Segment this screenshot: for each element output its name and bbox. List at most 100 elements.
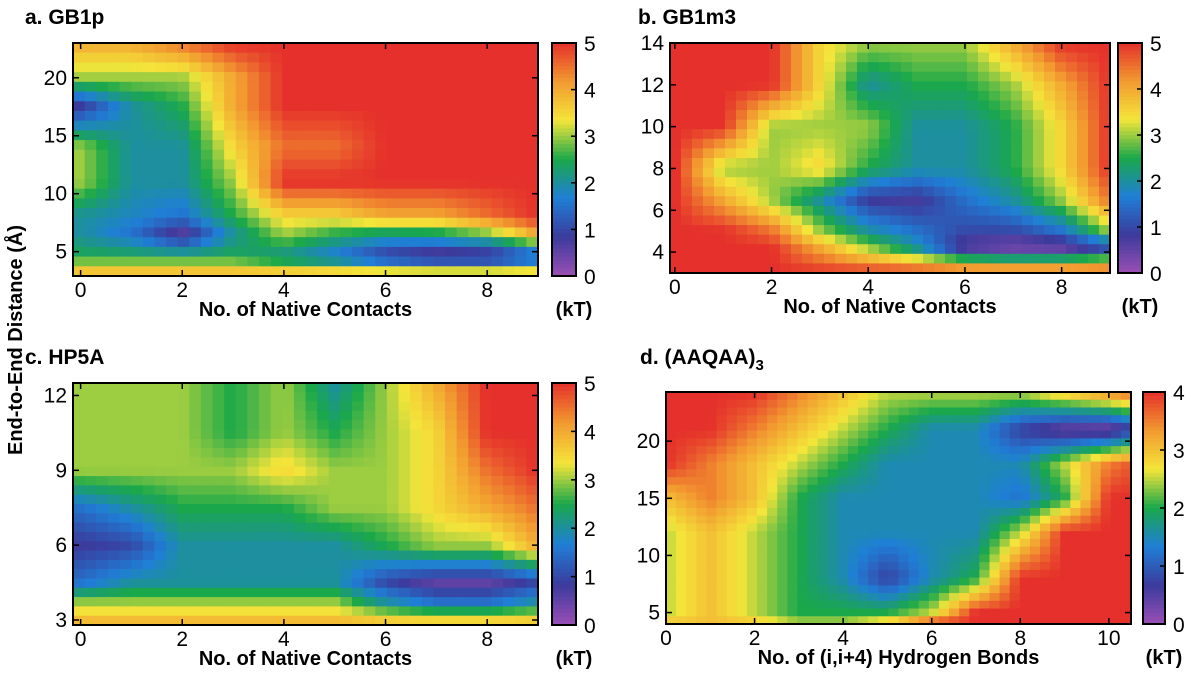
heatmap-cell [979, 438, 991, 447]
heatmap-cell [1040, 399, 1051, 409]
heatmap-cell [791, 119, 803, 130]
heatmap-cell [978, 43, 990, 54]
heatmap-cell [433, 587, 446, 598]
heatmap-cell [959, 407, 970, 416]
heatmap-cell [898, 407, 910, 416]
heatmap-cell [259, 476, 272, 486]
heatmap-cell [491, 531, 504, 542]
heatmap-cell [1088, 81, 1100, 92]
heatmap-cell [999, 422, 1011, 432]
heatmap-cell [491, 72, 504, 83]
heatmap-cell [918, 407, 930, 416]
heatmap-cell [200, 448, 214, 459]
heatmap-cell [959, 415, 970, 424]
heatmap-cell [200, 101, 214, 112]
heatmap-cell [317, 208, 330, 219]
heatmap-cell [898, 446, 910, 455]
heatmap-cell [725, 71, 737, 82]
heatmap-cell [868, 616, 879, 625]
heatmap-cell [938, 415, 950, 424]
heatmap-cell [747, 215, 759, 226]
heatmap-cell [1110, 569, 1122, 579]
y-tick-label: 6 [652, 199, 664, 222]
heatmap-cell [445, 410, 458, 421]
heatmap-cell [1009, 538, 1021, 548]
heatmap-cell [514, 587, 527, 598]
heatmap-cell [212, 198, 225, 209]
heatmap-cell [802, 81, 814, 92]
colorbar-segment [552, 387, 576, 392]
heatmap-cell [681, 186, 693, 197]
heatmap-cell [177, 550, 190, 561]
heatmap-cell [259, 597, 272, 607]
heatmap-cell [879, 205, 891, 217]
heatmap-cell [696, 546, 708, 555]
heatmap-cell [949, 531, 960, 540]
heatmap-cell [189, 457, 202, 468]
y-tick-label: 20 [44, 67, 67, 90]
heatmap-cell [847, 461, 859, 470]
heatmap-cell [177, 410, 190, 421]
heatmap-cell [978, 129, 990, 140]
heatmap-cell [96, 91, 109, 102]
heatmap-cell [212, 615, 225, 626]
heatmap-cell [666, 477, 677, 486]
heatmap-cell [827, 577, 839, 586]
heatmap-cell [969, 446, 980, 455]
heatmap-cell [758, 244, 770, 255]
heatmap-cell [177, 438, 190, 449]
heatmap-cell [978, 52, 990, 63]
heatmap-cell [777, 577, 788, 586]
heatmap-cell [978, 90, 990, 102]
heatmap-cell [857, 253, 869, 265]
heatmap-cell [1055, 263, 1067, 274]
heatmap-cell [270, 198, 283, 209]
heatmap-cell [189, 485, 202, 496]
heatmap-cell [84, 569, 97, 580]
heatmap-cell [224, 169, 237, 180]
heatmap-cell [200, 466, 214, 477]
heatmap-cell [1099, 71, 1111, 82]
heatmap-cell [999, 477, 1011, 486]
heatmap-cell [73, 149, 86, 161]
heatmap-cell [235, 494, 248, 505]
heatmap-cell [908, 608, 920, 617]
heatmap-cell [166, 217, 179, 229]
heatmap-cell [908, 392, 920, 401]
heatmap-cell [142, 559, 155, 570]
heatmap-cell [1066, 43, 1078, 54]
heatmap-cell [726, 492, 738, 501]
heatmap-cell [73, 410, 86, 421]
colorbar-segment [552, 395, 576, 400]
heatmap-cell [807, 508, 819, 517]
heatmap-cell [189, 178, 202, 190]
heatmap-cell [154, 392, 167, 403]
heatmap-cell [479, 217, 493, 229]
heatmap-cell [813, 119, 825, 130]
heatmap-cell [1044, 234, 1056, 245]
heatmap-cell [119, 52, 132, 64]
heatmap-cell [189, 606, 202, 617]
heatmap-cell [235, 587, 248, 598]
heatmap-cell [918, 415, 930, 424]
heatmap-cell [758, 215, 770, 226]
heatmap-cell [686, 407, 697, 416]
heatmap-cell [989, 616, 1001, 625]
colorbar-segment [1143, 620, 1165, 625]
heatmap-cell [119, 513, 132, 524]
heatmap-cell [767, 508, 778, 517]
heatmap-cell [328, 91, 341, 102]
heatmap-cell [847, 538, 859, 548]
heatmap-cell [259, 410, 272, 421]
heatmap-cell [479, 159, 493, 170]
heatmap-cell [989, 100, 1001, 111]
heatmap-cell [912, 158, 924, 169]
heatmap-cell [1077, 43, 1089, 54]
heatmap-cell [189, 266, 202, 277]
heatmap-cell [736, 215, 748, 226]
heatmap-cell [1060, 562, 1071, 571]
heatmap-cell [767, 538, 778, 548]
heatmap-cell [282, 188, 295, 199]
heatmap-cell [777, 554, 788, 563]
heatmap-cell [1088, 186, 1100, 197]
